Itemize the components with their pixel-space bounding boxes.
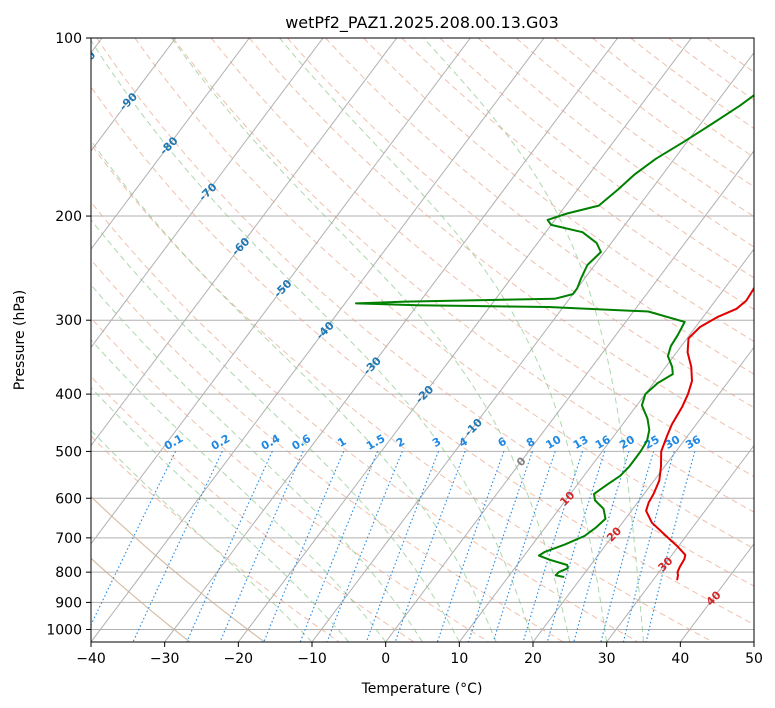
moist-adiabat bbox=[91, 219, 460, 642]
dry-adiabat bbox=[91, 495, 265, 642]
y-tick-label: 100 bbox=[55, 31, 82, 47]
mixing-ratio-line bbox=[645, 451, 696, 642]
moist-adiabat bbox=[423, 38, 644, 642]
x-axis-label: Temperature (°C) bbox=[361, 681, 483, 697]
dry-adiabat bbox=[363, 38, 754, 343]
x-tick-label: 10 bbox=[450, 651, 468, 667]
x-tick-label: −10 bbox=[297, 651, 327, 667]
dry-adiabat bbox=[91, 143, 713, 642]
isotherm-line bbox=[164, 38, 619, 642]
isotherm-line bbox=[91, 38, 398, 447]
mixing-ratio-line bbox=[263, 451, 345, 642]
y-tick-label: 900 bbox=[55, 595, 82, 611]
dry-adiabat bbox=[91, 258, 564, 642]
isotherm-line bbox=[385, 150, 754, 642]
moist-adiabat bbox=[91, 39, 534, 642]
moist-adiabat bbox=[91, 139, 497, 642]
x-axis-ticks: −40 −30 −20 −10 0 10 20 30 40 50 bbox=[76, 642, 763, 667]
mixing-ratio-line bbox=[600, 451, 655, 642]
dry-adiabat bbox=[553, 38, 754, 188]
dry-adiabat bbox=[91, 201, 639, 642]
mixing-ratio-line bbox=[394, 451, 466, 642]
y-tick-label: 500 bbox=[55, 444, 82, 460]
mixing-ratio-line bbox=[132, 451, 223, 642]
moist-adiabats bbox=[91, 38, 644, 642]
dry-adiabat bbox=[325, 38, 754, 375]
mixing-ratio-line bbox=[186, 451, 273, 642]
x-tick-label: −20 bbox=[224, 651, 254, 667]
dry-adiabat bbox=[134, 38, 754, 550]
x-tick-label: 30 bbox=[598, 651, 616, 667]
dry-adiabat bbox=[172, 38, 754, 513]
isotherm-line bbox=[606, 444, 754, 642]
mixing-ratio-line bbox=[573, 451, 630, 642]
x-tick-label: 50 bbox=[745, 651, 763, 667]
y-tick-label: 200 bbox=[55, 209, 82, 225]
moist-adiabat bbox=[91, 386, 350, 642]
dry-adiabat bbox=[515, 38, 754, 218]
chart-title: wetPf2_PAZ1.2025.208.00.13.G03 bbox=[285, 13, 559, 33]
y-tick-label: 1000 bbox=[46, 622, 82, 638]
mixing-ratio-line bbox=[622, 451, 675, 642]
isotherm-line bbox=[91, 38, 545, 642]
mixing-ratio-line bbox=[91, 451, 176, 627]
mixing-ratio-line bbox=[219, 451, 304, 642]
mixing-ratio-line bbox=[467, 451, 534, 642]
sounding-traces bbox=[355, 94, 754, 581]
isotherm-line bbox=[91, 38, 250, 250]
isotherms bbox=[91, 38, 754, 642]
isotherm-line bbox=[458, 248, 754, 642]
temperature-trace bbox=[645, 285, 754, 581]
moist-adiabat bbox=[91, 339, 387, 642]
y-axis-ticks: 100 200 300 400 500 600 700 800 900 1000 bbox=[46, 31, 91, 638]
dry-adiabat bbox=[210, 38, 754, 478]
moist-adiabat bbox=[91, 429, 313, 642]
dry-adiabat bbox=[287, 38, 754, 409]
mixing-ratio-lines bbox=[91, 451, 696, 642]
dry-adiabat bbox=[91, 375, 415, 642]
y-tick-label: 400 bbox=[55, 387, 82, 403]
mixing-ratio-line bbox=[436, 451, 505, 642]
dry-adiabat bbox=[91, 86, 754, 626]
y-tick-label: 300 bbox=[55, 313, 82, 329]
moist-adiabat bbox=[171, 38, 571, 642]
isotherm-line bbox=[91, 38, 324, 349]
moist-adiabat bbox=[279, 38, 608, 642]
x-tick-label: 40 bbox=[671, 651, 689, 667]
x-tick-label: 0 bbox=[381, 651, 390, 667]
isotherm-line bbox=[532, 346, 754, 642]
dry-adiabat bbox=[439, 38, 754, 279]
x-tick-label: −30 bbox=[150, 651, 180, 667]
y-tick-label: 700 bbox=[55, 531, 82, 547]
x-tick-label: 20 bbox=[524, 651, 542, 667]
isotherm-line bbox=[91, 38, 471, 545]
x-tick-label: −40 bbox=[76, 651, 106, 667]
plot-frame bbox=[90, 37, 755, 643]
isotherm-line bbox=[237, 38, 692, 642]
dry-adiabat bbox=[401, 38, 754, 310]
moist-adiabat bbox=[91, 284, 423, 642]
y-axis-label: Pressure (hPa) bbox=[12, 290, 28, 390]
dry-adiabat bbox=[96, 38, 754, 587]
y-tick-label: 600 bbox=[55, 491, 82, 507]
mixing-ratio-line bbox=[546, 451, 606, 642]
mixing-ratio-line bbox=[522, 451, 584, 642]
dewpoint-trace bbox=[355, 94, 754, 578]
isotherm-line bbox=[91, 38, 177, 152]
y-tick-label: 800 bbox=[55, 565, 82, 581]
mixing-ratio-line bbox=[492, 451, 556, 642]
